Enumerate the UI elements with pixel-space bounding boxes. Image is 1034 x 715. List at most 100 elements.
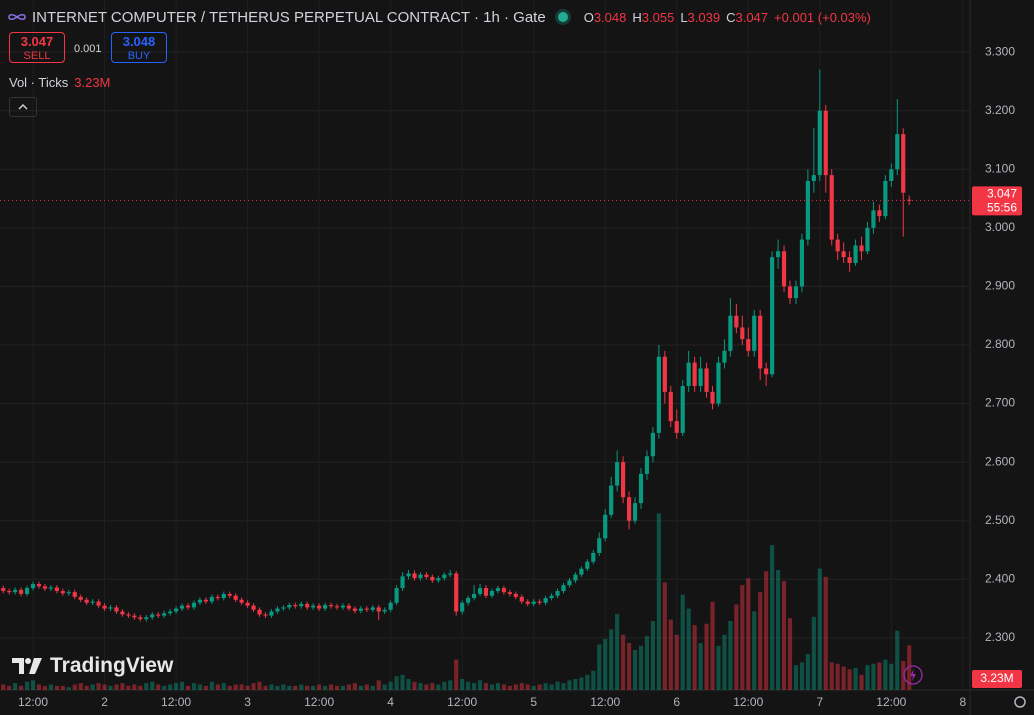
candle-body: [24, 588, 30, 594]
sell-button[interactable]: 3.047 SELL: [9, 32, 65, 63]
volume-bar: [48, 684, 53, 690]
candle-body: [525, 601, 530, 604]
volume-bar: [513, 684, 518, 690]
volume-bar: [257, 681, 262, 690]
y-tick-label: 2.600: [985, 454, 1015, 468]
candle-body: [853, 245, 858, 263]
brand-name: TradingView: [50, 654, 174, 677]
y-tick-label: 2.400: [985, 571, 1015, 585]
volume-bar: [692, 625, 697, 690]
candle-body: [185, 605, 191, 608]
candle-body: [632, 503, 638, 521]
candle-body: [412, 573, 417, 579]
candle-body: [311, 605, 316, 608]
volume-bar: [865, 665, 870, 690]
volume-bar: [173, 683, 179, 690]
volume-bar: [811, 616, 816, 690]
candle-body: [30, 583, 36, 589]
candle-body: [579, 568, 584, 575]
volume-bar: [537, 684, 542, 690]
volume-bar: [650, 621, 655, 690]
settings-icon: [1014, 696, 1026, 708]
ohlc-key: L: [680, 9, 688, 25]
y-tick-label: 2.900: [985, 279, 1015, 293]
candle-body: [561, 585, 566, 592]
volume-bar: [722, 634, 727, 690]
candle-body: [317, 605, 322, 609]
candle-body: [710, 391, 715, 404]
lightning-icon: [910, 669, 916, 681]
volume-bar: [19, 685, 24, 690]
volume-bar: [591, 670, 596, 690]
ohlc-key: H: [632, 9, 642, 25]
candle-body: [448, 573, 453, 575]
candle-body: [364, 608, 369, 610]
candle-body: [537, 601, 542, 603]
ohlc-value: 3.055: [641, 9, 675, 25]
price-change: +0.001 (+0.03%): [774, 9, 871, 25]
candle-body: [799, 239, 805, 287]
volume-bar: [275, 685, 280, 690]
volume-bar: [889, 663, 894, 690]
volume-bar: [162, 685, 167, 690]
candle-body: [78, 596, 83, 600]
candle-body: [358, 608, 363, 611]
candle-body: [865, 227, 870, 252]
candle-body: [400, 576, 405, 589]
candle-body: [775, 251, 781, 258]
candle-body: [787, 286, 793, 299]
volume-bar: [311, 685, 316, 690]
candle-body: [281, 607, 286, 609]
volume-bar: [102, 684, 107, 690]
volume-bar: [871, 663, 876, 690]
branding: TradingView: [12, 654, 173, 678]
volume-bar: [370, 685, 375, 690]
volume-bar: [114, 684, 119, 690]
volume-bar: [615, 614, 620, 690]
x-tick-label: 7: [816, 695, 823, 709]
x-tick-label: 12:00: [590, 695, 620, 709]
candle-body: [376, 607, 381, 612]
status-dot: [557, 12, 568, 22]
candle-body: [859, 245, 864, 252]
buy-button[interactable]: 3.048 BUY: [111, 32, 167, 63]
candle-body: [430, 576, 435, 581]
volume-bar: [352, 683, 357, 690]
volume-bar: [388, 681, 393, 690]
candle-body: [36, 583, 42, 587]
candle-body: [543, 598, 548, 603]
candle-body: [340, 605, 346, 608]
y-tick-label: 3.000: [985, 220, 1015, 234]
volume-bar: [489, 684, 495, 690]
candle-body: [835, 239, 840, 252]
volume-bar: [132, 684, 137, 690]
candle-body: [251, 605, 256, 610]
candle-body: [567, 580, 572, 586]
candle-body: [662, 356, 667, 392]
candle-body: [573, 574, 578, 581]
volume-bar: [144, 683, 149, 690]
volume-bar: [901, 661, 906, 690]
volume-bar: [66, 687, 71, 690]
volume-bar: [907, 645, 912, 690]
candle-body: [519, 596, 524, 602]
collapse-button[interactable]: [9, 97, 37, 117]
candle-body: [555, 591, 560, 596]
chevron-icon: [18, 104, 28, 110]
candle-body: [1, 588, 6, 592]
candle-body: [436, 578, 441, 581]
volume-bar: [227, 685, 232, 690]
volume-bar: [36, 684, 42, 690]
volume-bar: [317, 684, 322, 690]
volume-bar: [13, 683, 18, 690]
x-tick-label: 12:00: [18, 695, 48, 709]
volume-bar: [138, 685, 143, 690]
volume-bar: [287, 685, 292, 690]
candle-body: [162, 613, 167, 616]
candle-body: [150, 614, 155, 618]
volume-bar: [424, 684, 429, 690]
candle-body: [394, 588, 399, 603]
candle-body: [257, 609, 262, 615]
candle-body: [54, 587, 59, 592]
